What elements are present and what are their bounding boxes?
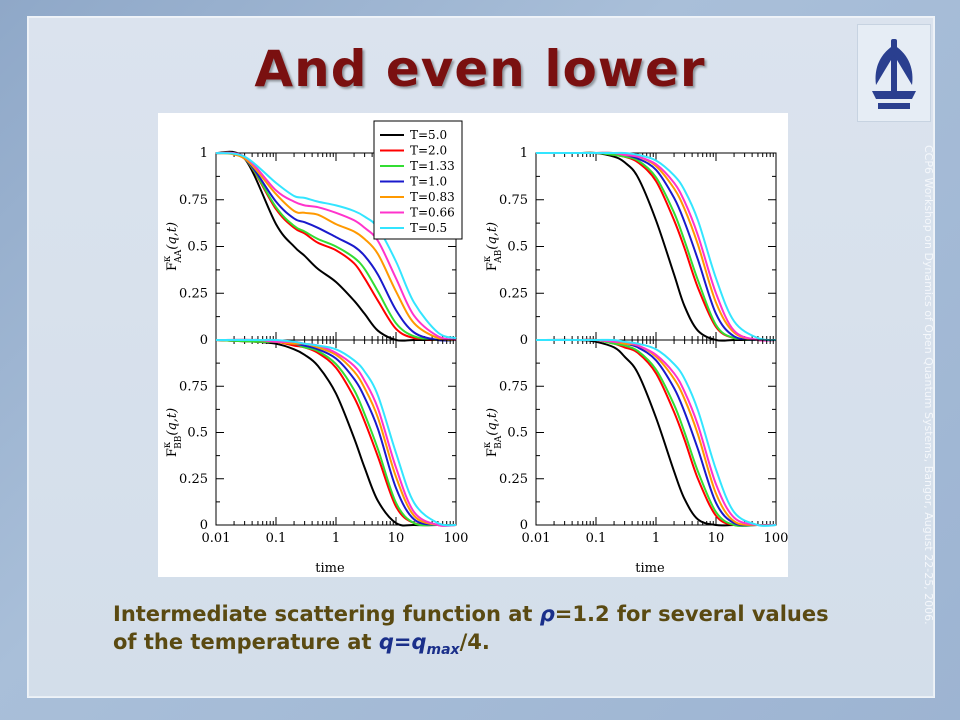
y-axis-label: FκBB(q,t): [162, 408, 184, 457]
y-tick-label: 1: [200, 146, 208, 161]
university-logo: [857, 24, 931, 122]
figure-caption: Intermediate scattering function at ρ=1.…: [113, 600, 883, 664]
series-line: [535, 338, 777, 527]
legend-box: [373, 120, 463, 240]
legend-entry: T=0.5: [410, 221, 447, 235]
y-tick-label: 0: [520, 518, 528, 533]
y-tick-label: 0.5: [187, 426, 208, 441]
series-line: [215, 152, 457, 342]
slide-title: And even lower: [254, 40, 706, 98]
x-tick-label: 10: [708, 531, 725, 546]
series-line: [215, 151, 457, 342]
caption-line-2: of the temperature at q=qmax/4.: [113, 628, 883, 664]
y-axis-label-text: FκAB(q,t): [482, 222, 504, 271]
y-tick-label: 0.25: [499, 472, 528, 487]
series-line: [535, 338, 776, 527]
x-tick-label: 1: [332, 531, 340, 546]
legend-entry: T=5.0: [410, 128, 447, 142]
caption-line1-prefix: Intermediate scattering function at: [113, 602, 540, 626]
x-tick-label: 10: [388, 531, 405, 546]
legend-entry: T=1.0: [410, 175, 447, 189]
x-tick-label: 0.1: [586, 531, 607, 546]
series-line: [215, 152, 457, 340]
series-line: [535, 151, 777, 342]
x-tick-label: 1: [652, 531, 660, 546]
series-line: [535, 338, 777, 527]
caption-line2-prefix: of the temperature at: [113, 630, 379, 654]
legend-entry: T=0.66: [410, 206, 455, 220]
y-tick-label: 0.25: [499, 286, 528, 301]
series-line: [215, 339, 457, 527]
x-tick-label: 100: [444, 531, 469, 546]
series-line: [535, 151, 777, 342]
y-tick-label: 0.75: [179, 193, 208, 208]
series-line: [215, 151, 457, 342]
y-tick-label: 0.5: [507, 240, 528, 255]
series-line: [215, 338, 457, 527]
y-tick-label: 0.75: [179, 379, 208, 394]
legend-entry: T=0.83: [410, 190, 455, 204]
series-line: [215, 151, 457, 341]
series-line: [535, 338, 776, 527]
y-axis-label-text: FκAA(q,t): [162, 222, 184, 271]
series-line: [535, 338, 776, 527]
x-tick-label: 0.01: [522, 531, 551, 546]
y-tick-label: 0.25: [179, 472, 208, 487]
caption-max: max: [426, 642, 460, 659]
y-tick-label: 0.5: [507, 426, 528, 441]
x-axis-label: time: [635, 561, 665, 576]
caption-rho: ρ: [539, 602, 555, 626]
x-tick-label: 0.1: [266, 531, 287, 546]
x-axis-label: time: [315, 561, 345, 576]
y-axis-label: FκAB(q,t): [482, 222, 504, 271]
caption-line2-suffix: /4.: [459, 630, 490, 654]
caption-line1-suffix: =1.2 for several values: [554, 602, 829, 626]
y-axis-label: FκAA(q,t): [162, 222, 184, 271]
caption-q: q=q: [378, 630, 427, 654]
side-note: CCP6 Workshop on Dynamics of Open Quantu…: [922, 145, 935, 625]
y-axis-label-text: FκBA(q,t): [482, 408, 504, 457]
chart-figure: 0 0.25 0.5 0.75 1 FκAA(q,t) 0 0.25 0.5 0.75 1 FκAB(…: [158, 113, 788, 577]
caption-line-1: Intermediate scattering function at ρ=1.…: [113, 600, 883, 628]
legend-entry: T=2.0: [410, 144, 447, 158]
y-axis-label: FκBA(q,t): [482, 408, 504, 457]
y-tick-label: 0: [200, 518, 208, 533]
panel-frame-3: [535, 339, 777, 526]
y-tick-label: 0.75: [499, 379, 528, 394]
y-tick-label: 0.5: [187, 240, 208, 255]
y-tick-label: 0: [520, 333, 528, 348]
y-tick-label: 0.25: [179, 286, 208, 301]
y-axis-label-text: FκBB(q,t): [162, 408, 184, 457]
series-line: [215, 152, 457, 342]
series-line: [535, 338, 777, 527]
y-tick-label: 1: [520, 146, 528, 161]
series-line: [535, 338, 777, 527]
legend-entry: T=1.33: [410, 159, 455, 173]
y-tick-label: 0: [200, 333, 208, 348]
scattering-function-chart: 0 0.25 0.5 0.75 1 FκAA(q,t) 0 0.25 0.5 0.75 1 FκAB(…: [162, 120, 788, 576]
x-tick-label: 100: [764, 531, 788, 546]
series-line: [215, 338, 457, 527]
y-tick-label: 0.75: [499, 193, 528, 208]
x-tick-label: 0.01: [202, 531, 231, 546]
series-line: [215, 339, 456, 527]
